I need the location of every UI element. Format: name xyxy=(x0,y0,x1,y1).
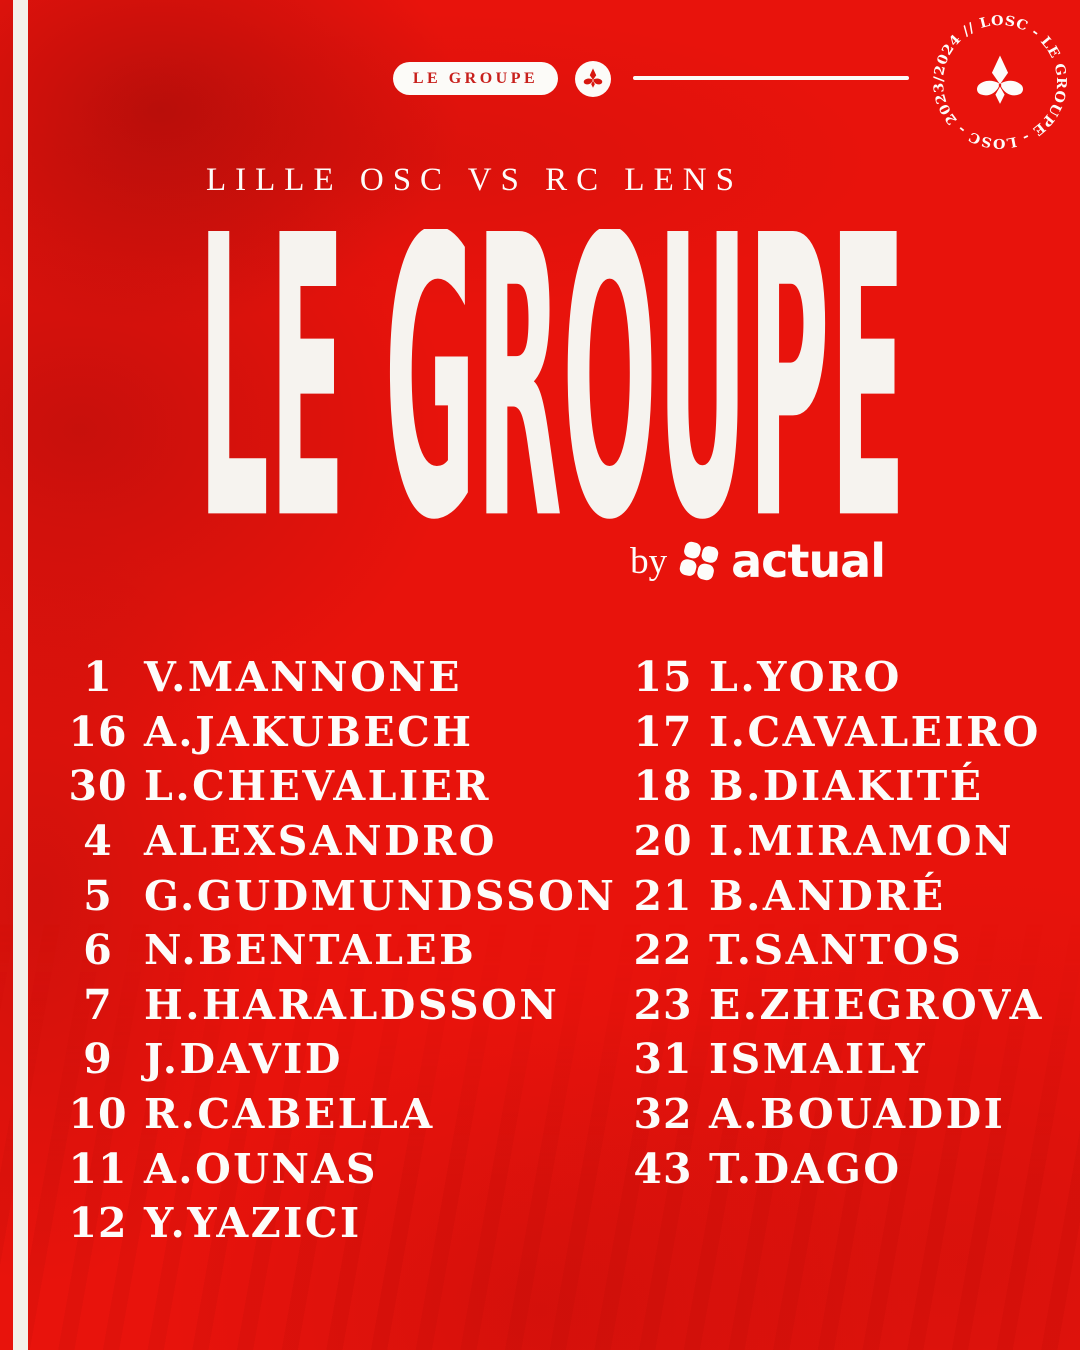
player-number: 11 xyxy=(68,1144,128,1193)
player-row: 7 H.HARALDSSON xyxy=(60,978,616,1033)
player-row: 18 B.DIAKITÉ xyxy=(625,759,1044,814)
player-number: 18 xyxy=(633,762,693,811)
player-number: 32 xyxy=(633,1090,693,1139)
player-row: 10 R.CABELLA xyxy=(60,1087,616,1142)
player-name: A.BOUADDI xyxy=(709,1090,1006,1139)
sponsor-by-label: by xyxy=(630,540,668,582)
header-divider-line xyxy=(633,76,909,80)
sponsor-lockup: by actual xyxy=(630,534,886,588)
player-name: G.GUDMUNDSSON xyxy=(144,871,617,920)
player-row: 15 L.YORO xyxy=(625,650,1044,705)
player-row: 4 ALEXSANDRO xyxy=(60,814,616,869)
player-row: 9 J.DAVID xyxy=(60,1032,616,1087)
player-row: 1 V.MANNONE xyxy=(60,650,616,705)
player-row: 16 A.JAKUBECH xyxy=(60,705,616,760)
player-number: 10 xyxy=(68,1090,128,1139)
player-row: 30 L.CHEVALIER xyxy=(60,759,616,814)
player-row: 21 B.ANDRÉ xyxy=(625,868,1044,923)
player-name: ISMAILY xyxy=(709,1035,928,1084)
player-number: 30 xyxy=(68,762,128,811)
player-name: I.MIRAMON xyxy=(709,817,1014,866)
player-number: 20 xyxy=(633,817,693,866)
player-name: R.CABELLA xyxy=(144,1090,435,1139)
player-name: B.DIAKITÉ xyxy=(709,762,984,811)
sponsor-brand-label: actual xyxy=(731,534,886,588)
player-name: B.ANDRÉ xyxy=(709,871,946,920)
player-number: 22 xyxy=(633,926,693,975)
player-name: T.DAGO xyxy=(709,1144,902,1193)
player-number: 5 xyxy=(83,871,113,920)
player-row: 23 E.ZHEGROVA xyxy=(625,978,1044,1033)
player-number: 7 xyxy=(83,980,113,1029)
season-badge: 2023/2024 // LOSC - LE GROUPE - LOSC - xyxy=(928,10,1072,154)
matchup-subtitle: LILLE OSC VS RC LENS xyxy=(206,162,743,198)
player-row: 32 A.BOUADDI xyxy=(625,1087,1044,1142)
losc-fleur-de-lis-icon xyxy=(977,55,1023,104)
player-number: 23 xyxy=(633,980,693,1029)
player-number: 4 xyxy=(83,817,113,866)
player-name: L.CHEVALIER xyxy=(144,762,491,811)
main-title: LE GROUPE xyxy=(198,229,906,521)
player-row: 20 I.MIRAMON xyxy=(625,814,1044,869)
player-name: E.ZHEGROVA xyxy=(709,980,1044,1029)
player-name: A.JAKUBECH xyxy=(144,707,474,756)
player-name: T.SANTOS xyxy=(709,926,964,975)
player-number: 21 xyxy=(633,871,693,920)
player-name: L.YORO xyxy=(709,653,902,702)
clover-icon xyxy=(679,541,719,581)
roster-column-left: 1 V.MANNONE 16 A.JAKUBECH 30 L.CHEVALIER… xyxy=(60,650,616,1251)
header-pill-label: LE GROUPE xyxy=(412,69,539,87)
player-name: H.HARALDSSON xyxy=(144,980,560,1029)
player-name: Y.YAZICI xyxy=(144,1199,362,1248)
player-number: 43 xyxy=(633,1144,693,1193)
player-name: V.MANNONE xyxy=(144,653,463,702)
player-name: ALEXSANDRO xyxy=(144,817,497,866)
player-number: 31 xyxy=(633,1035,693,1084)
player-number: 12 xyxy=(68,1199,128,1248)
player-number: 9 xyxy=(83,1035,113,1084)
player-row: 22 T.SANTOS xyxy=(625,923,1044,978)
player-number: 17 xyxy=(633,707,693,756)
player-number: 6 xyxy=(83,926,113,975)
roster-column-right: 15 L.YORO 17 I.CAVALEIRO 18 B.DIAKITÉ 20… xyxy=(625,650,1044,1196)
player-name: I.CAVALEIRO xyxy=(709,707,1041,756)
player-name: A.OUNAS xyxy=(144,1144,378,1193)
player-row: 31 ISMAILY xyxy=(625,1032,1044,1087)
player-name: J.DAVID xyxy=(144,1035,343,1084)
header-pill: LE GROUPE xyxy=(393,62,558,95)
player-row: 17 I.CAVALEIRO xyxy=(625,705,1044,760)
player-row: 11 A.OUNAS xyxy=(60,1141,616,1196)
left-vertical-stripe xyxy=(13,0,28,1350)
player-row: 6 N.BENTALEB xyxy=(60,923,616,978)
player-name: N.BENTALEB xyxy=(144,926,477,975)
player-row: 12 Y.YAZICI xyxy=(60,1196,616,1251)
player-number: 15 xyxy=(633,653,693,702)
losc-fleur-de-lis-icon xyxy=(583,68,603,88)
player-row: 5 G.GUDMUNDSSON xyxy=(60,868,616,923)
player-number: 16 xyxy=(68,707,128,756)
club-logo-circle xyxy=(575,61,611,97)
player-row: 43 T.DAGO xyxy=(625,1141,1044,1196)
player-number: 1 xyxy=(83,653,113,702)
main-title-svg: LE GROUPE xyxy=(198,229,906,521)
